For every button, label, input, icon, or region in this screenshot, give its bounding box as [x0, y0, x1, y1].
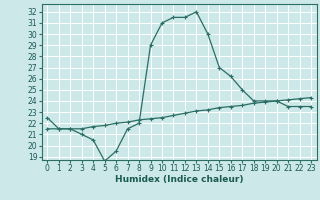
X-axis label: Humidex (Indice chaleur): Humidex (Indice chaleur) — [115, 175, 244, 184]
